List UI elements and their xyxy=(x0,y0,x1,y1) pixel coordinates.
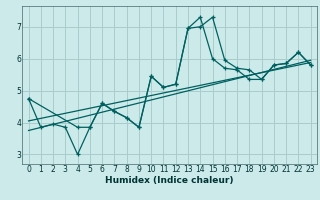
X-axis label: Humidex (Indice chaleur): Humidex (Indice chaleur) xyxy=(105,176,234,185)
